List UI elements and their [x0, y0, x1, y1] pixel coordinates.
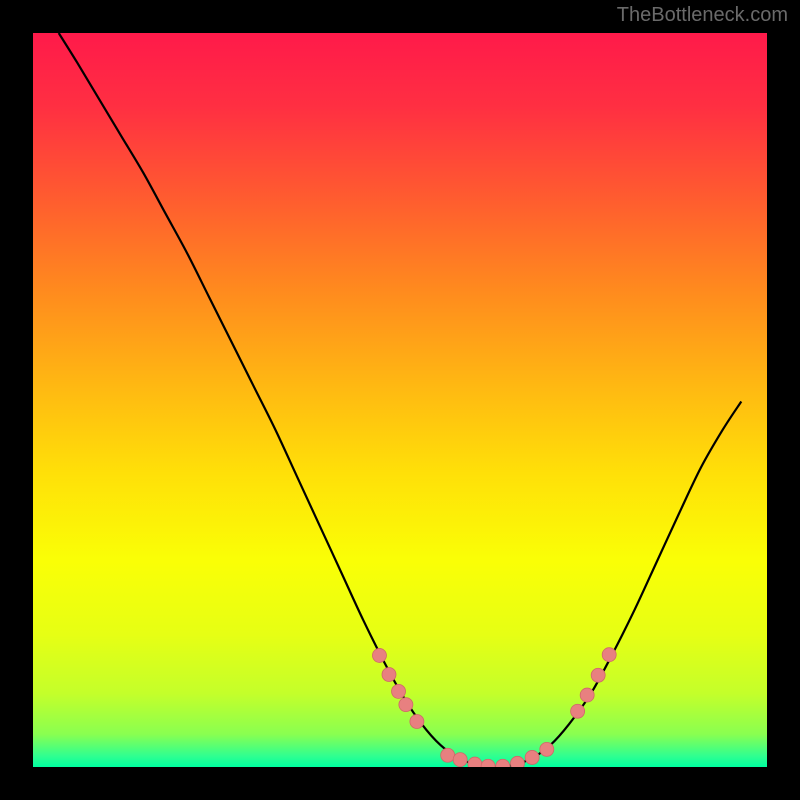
chart-marker — [580, 688, 594, 702]
chart-marker — [468, 757, 482, 767]
chart-marker — [410, 714, 424, 728]
chart-marker — [571, 704, 585, 718]
chart-marker — [372, 648, 386, 662]
chart-marker — [602, 648, 616, 662]
chart-curve — [59, 33, 742, 767]
chart-marker — [481, 759, 495, 767]
chart-marker — [453, 753, 467, 767]
chart-marker — [540, 742, 554, 756]
chart-marker — [392, 684, 406, 698]
chart-plot-area — [33, 33, 767, 767]
chart-marker — [510, 756, 524, 767]
chart-marker — [399, 698, 413, 712]
chart-markers — [372, 648, 616, 767]
watermark-text: TheBottleneck.com — [617, 4, 788, 27]
chart-marker — [525, 750, 539, 764]
chart-marker — [441, 748, 455, 762]
chart-marker — [496, 759, 510, 767]
chart-svg — [33, 33, 767, 767]
chart-marker — [382, 668, 396, 682]
chart-marker — [591, 668, 605, 682]
